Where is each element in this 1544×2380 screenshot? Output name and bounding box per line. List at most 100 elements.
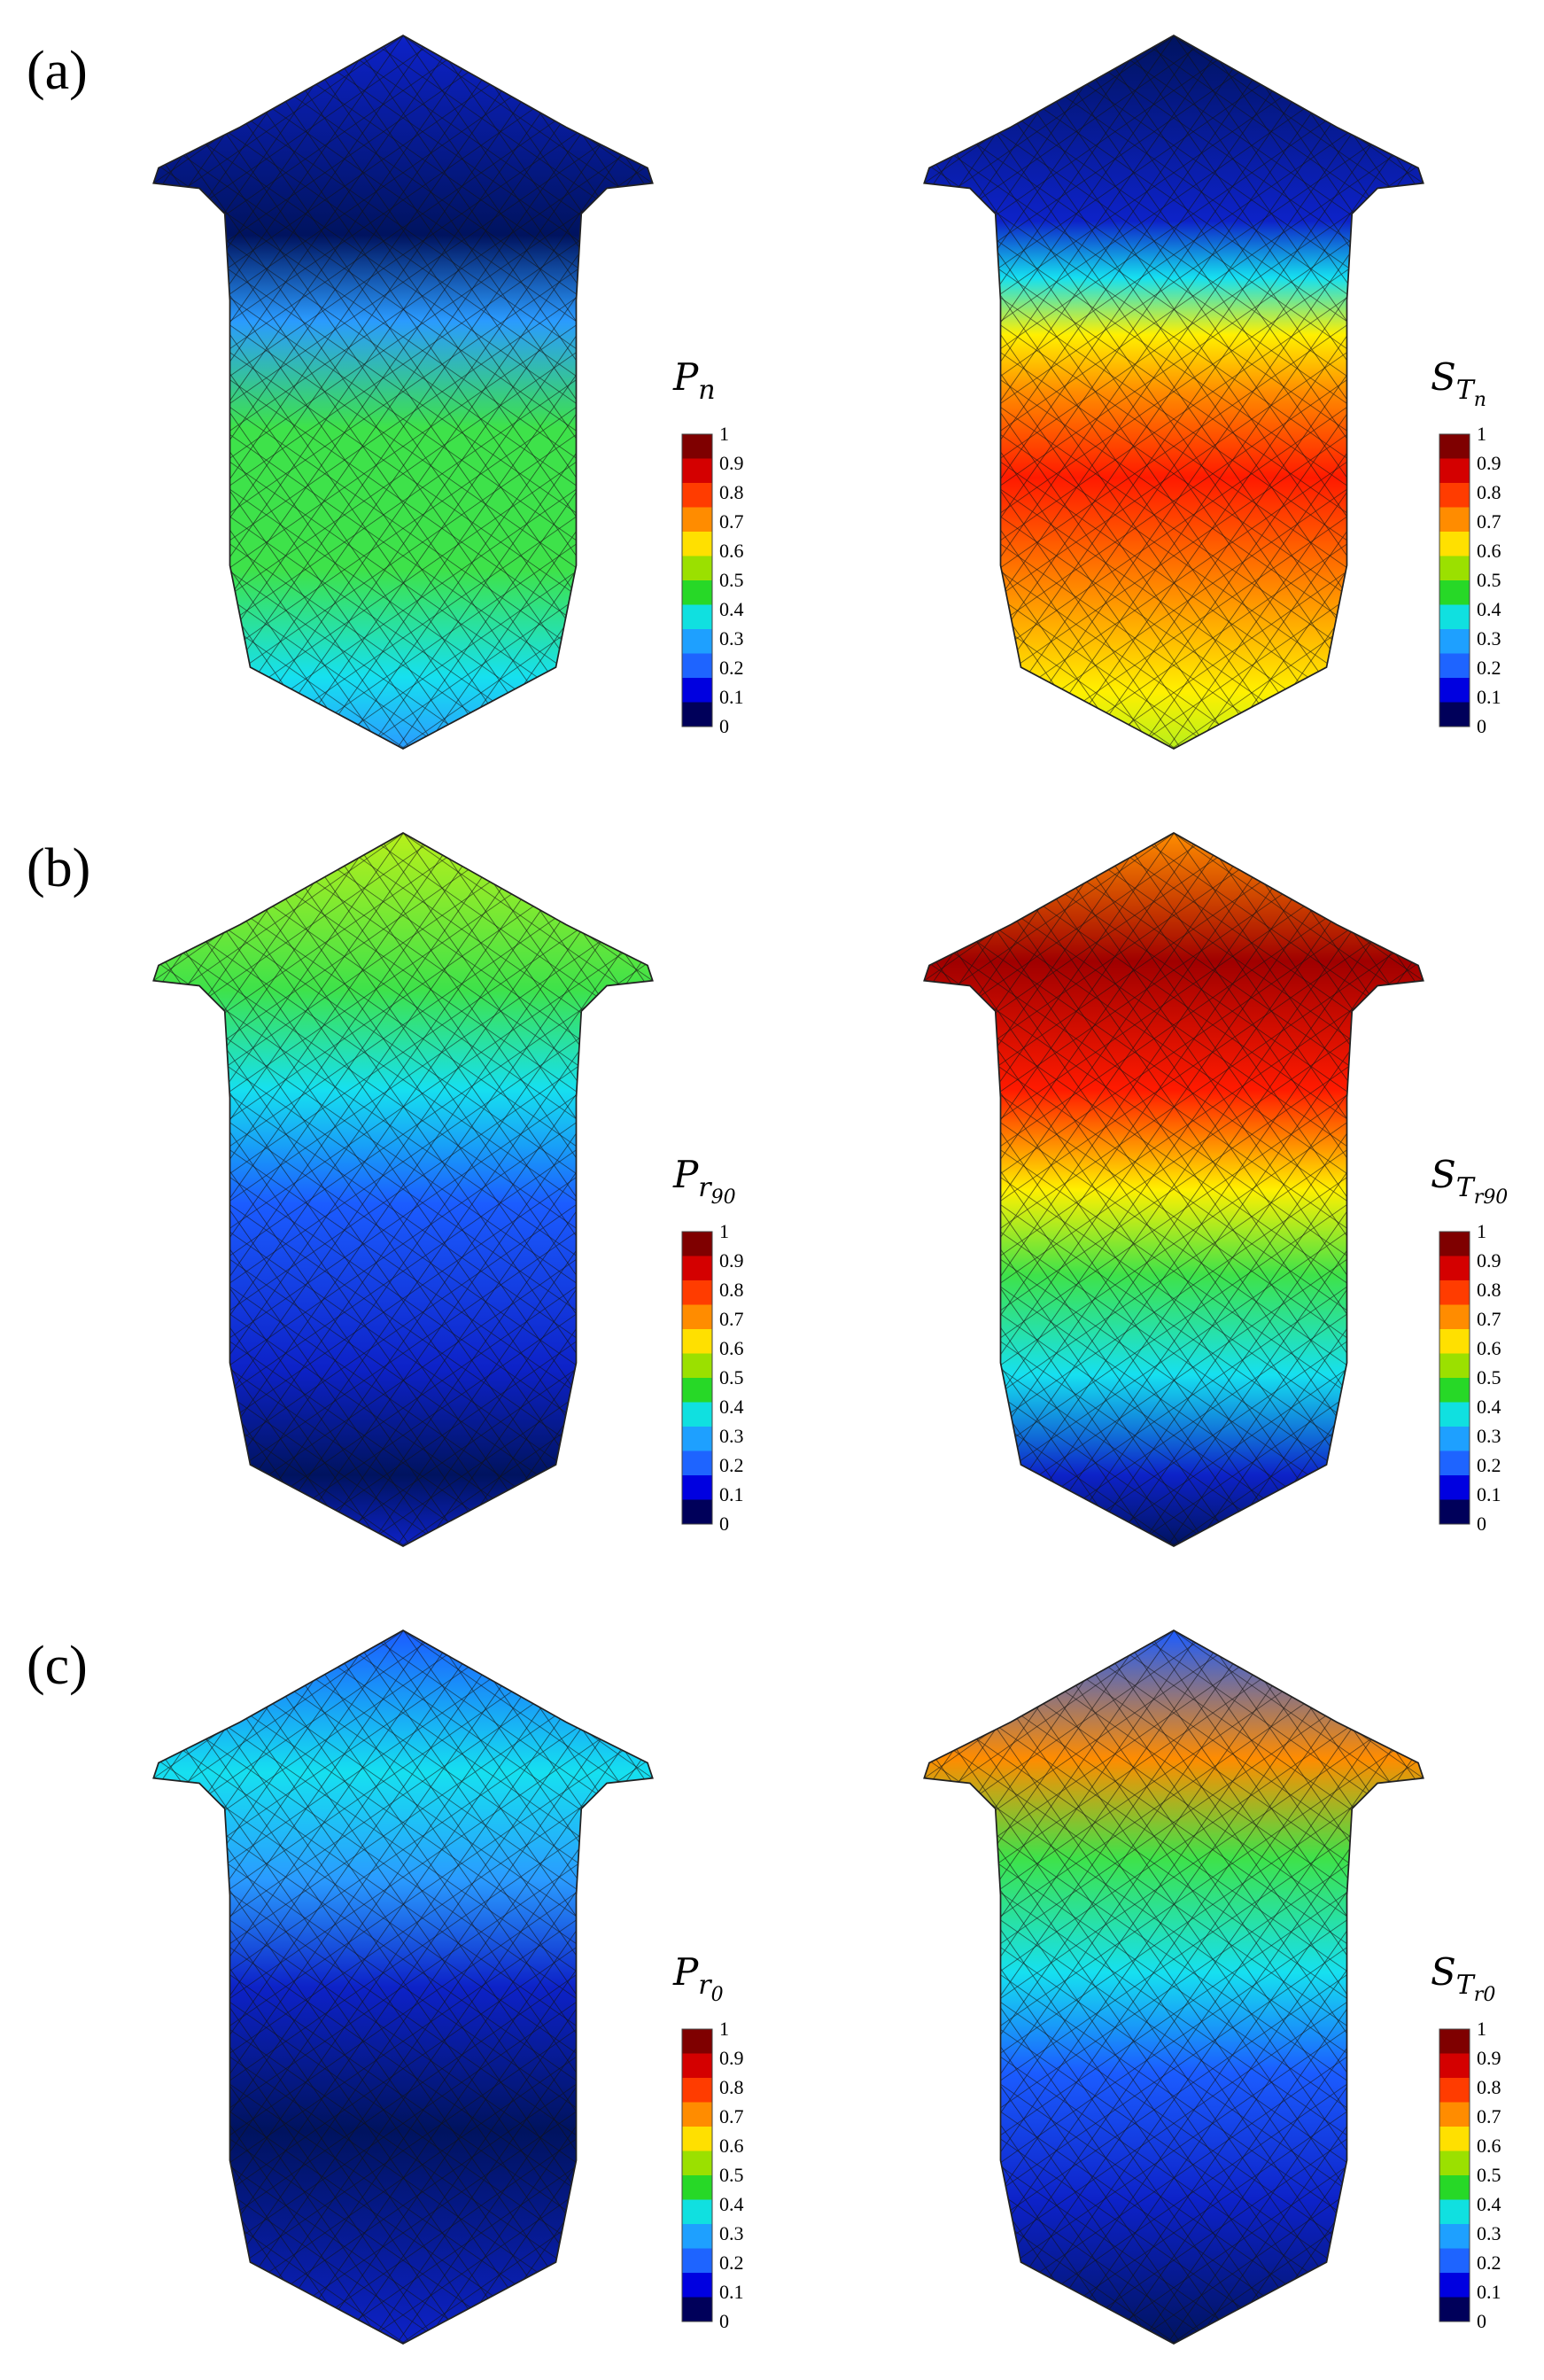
colorbar-title: STn — [1431, 355, 1486, 411]
colorbar-segment — [1439, 2053, 1470, 2079]
colorbar-tick-label: 0.4 — [1477, 2193, 1501, 2215]
colorbar-tick-label: 0.6 — [1477, 1337, 1501, 1359]
colorbar-segment — [682, 702, 712, 727]
colorbar-title-main: P — [672, 1950, 699, 1994]
colorbar-frame — [1439, 433, 1470, 727]
colorbar-segment — [1439, 2273, 1470, 2298]
colorbar-tick-label: 0.3 — [1477, 1425, 1501, 1447]
colorbar-tick-label: 0.9 — [719, 2047, 744, 2069]
mesh-grid — [924, 833, 1424, 1546]
colorbar-tick-label: 0.5 — [1477, 569, 1501, 591]
colorbar-1-0: Pr90 1 0.9 0.8 0.7 0.6 0.5 0.4 0.3 0.2 0.1 0 — [672, 1153, 744, 1535]
colorbar-segment — [682, 434, 712, 459]
colorbar-segment — [1439, 580, 1470, 605]
colorbar-segment — [1439, 2224, 1470, 2249]
colorbar-tick-label: 0.2 — [719, 2252, 744, 2274]
colorbar-segment — [1439, 653, 1470, 679]
colorbar-tick-label: 0.1 — [719, 1483, 744, 1505]
colorbar-tick-label: 0.6 — [719, 2135, 744, 2157]
colorbar-tick-label: 0.6 — [1477, 540, 1501, 562]
colorbar-tick-label: 0.7 — [719, 1308, 744, 1330]
colorbar-title: STr0 — [1431, 1950, 1495, 2006]
colorbar-frame — [681, 433, 713, 727]
colorbar-segment — [1439, 604, 1470, 630]
colorbar-tick-label: 0.1 — [1477, 1483, 1501, 1505]
colorbar-segment — [682, 458, 712, 484]
colorbar-title-subsub: 90 — [711, 1186, 736, 1209]
shape-outline — [923, 1629, 1424, 2345]
colorbar-title-main: P — [672, 355, 699, 399]
colorbar-tick-label: 0 — [719, 1513, 729, 1535]
colorbar-segment — [682, 629, 712, 654]
colorbar-segment — [682, 1402, 712, 1427]
colorbar-segment — [682, 2078, 712, 2103]
colorbar-segment — [682, 2151, 712, 2176]
colorbar-tick-label: 0.3 — [1477, 2222, 1501, 2244]
colorbar-segment — [682, 2248, 712, 2274]
colorbar-tick-label: 1 — [1477, 423, 1486, 445]
colorbar-tick-label: 0.1 — [719, 686, 744, 708]
colorbar-tick-label: 0.3 — [719, 1425, 744, 1447]
colorbar-segment — [682, 556, 712, 581]
colorbar-segment — [1439, 1256, 1470, 1281]
colorbar-0-1: STn 1 0.9 0.8 0.7 0.6 0.5 0.4 0.3 0.2 0.1 0 — [1431, 355, 1501, 737]
colorbar-segment — [1439, 483, 1470, 508]
colorbar-tick-label: 0.2 — [719, 1454, 744, 1476]
colorbar-segment — [682, 1499, 712, 1525]
colorbar-segment — [682, 1378, 712, 1403]
colorbar-tick-label: 0.4 — [719, 1396, 744, 1418]
mesh-grid — [924, 1630, 1424, 2344]
colorbar-title-main: S — [1431, 1950, 1456, 1994]
colorbar-segment — [1439, 1232, 1470, 1256]
colorbar-title-sub: T — [1456, 1172, 1476, 1203]
colorbar-segment — [1439, 1402, 1470, 1427]
colorbar-tick-label: 1 — [719, 1220, 729, 1242]
colorbar-title-subsub: r90 — [1474, 1186, 1509, 1209]
colorbar-segment — [682, 1304, 712, 1330]
colorbar-tick-label: 0.9 — [1477, 2047, 1501, 2069]
contour-maps — [152, 35, 1424, 2345]
panel-label-a: (a) — [27, 41, 88, 101]
colorbar-title-main: S — [1431, 1153, 1456, 1196]
colorbar-segment — [1439, 1353, 1470, 1379]
colorbar-tick-label: 0.8 — [719, 481, 744, 503]
colorbar-segment — [1439, 1329, 1470, 1354]
mesh-grid — [924, 35, 1424, 749]
colorbar-tick-label: 0.2 — [1477, 2252, 1501, 2274]
contour-shape-0-0 — [152, 35, 654, 750]
mesh-grid — [153, 35, 653, 749]
colorbar-tick-label: 0.9 — [719, 452, 744, 474]
colorbar-tick-label: 0.4 — [1477, 1396, 1501, 1418]
shape-outline — [152, 35, 654, 750]
colorbar-segment — [682, 580, 712, 605]
colorbar-tick-label: 0.3 — [1477, 627, 1501, 649]
colorbar-segment — [1439, 2151, 1470, 2176]
colorbar-tick-label: 0.2 — [1477, 657, 1501, 679]
colorbar-tick-label: 0 — [719, 2310, 729, 2332]
colorbar-tick-label: 0.4 — [719, 2193, 744, 2215]
colorbar-frame — [1439, 2028, 1470, 2322]
colorbar-segment — [1439, 2078, 1470, 2103]
colorbar-tick-label: 0 — [1477, 1513, 1486, 1535]
colorbar-segment — [1439, 458, 1470, 484]
colorbar-frame — [681, 1231, 713, 1525]
colorbar-title-subsub: r0 — [1474, 1984, 1496, 2006]
colorbar-tick-label: 1 — [1477, 1220, 1486, 1242]
mesh-grid — [153, 1630, 653, 2344]
colorbar-tick-label: 0.7 — [1477, 510, 1501, 533]
contour-shape-1-1 — [923, 832, 1424, 1547]
colorbar-tick-label: 0.4 — [1477, 598, 1501, 620]
colorbar-segment — [682, 483, 712, 508]
colorbar-segment — [1439, 1451, 1470, 1476]
colorbar-segment — [1439, 1304, 1470, 1330]
colorbar-tick-label: 0.4 — [719, 598, 744, 620]
colorbar-tick-label: 0 — [719, 715, 729, 737]
colorbar-segment — [682, 507, 712, 533]
colorbar-segment — [1439, 702, 1470, 727]
colorbar-tick-label: 0.6 — [719, 540, 744, 562]
colorbar-segment — [682, 2224, 712, 2249]
colorbar-segment — [682, 1475, 712, 1500]
colorbar-segment — [1439, 2175, 1470, 2200]
colorbar-segment — [1439, 2297, 1470, 2322]
